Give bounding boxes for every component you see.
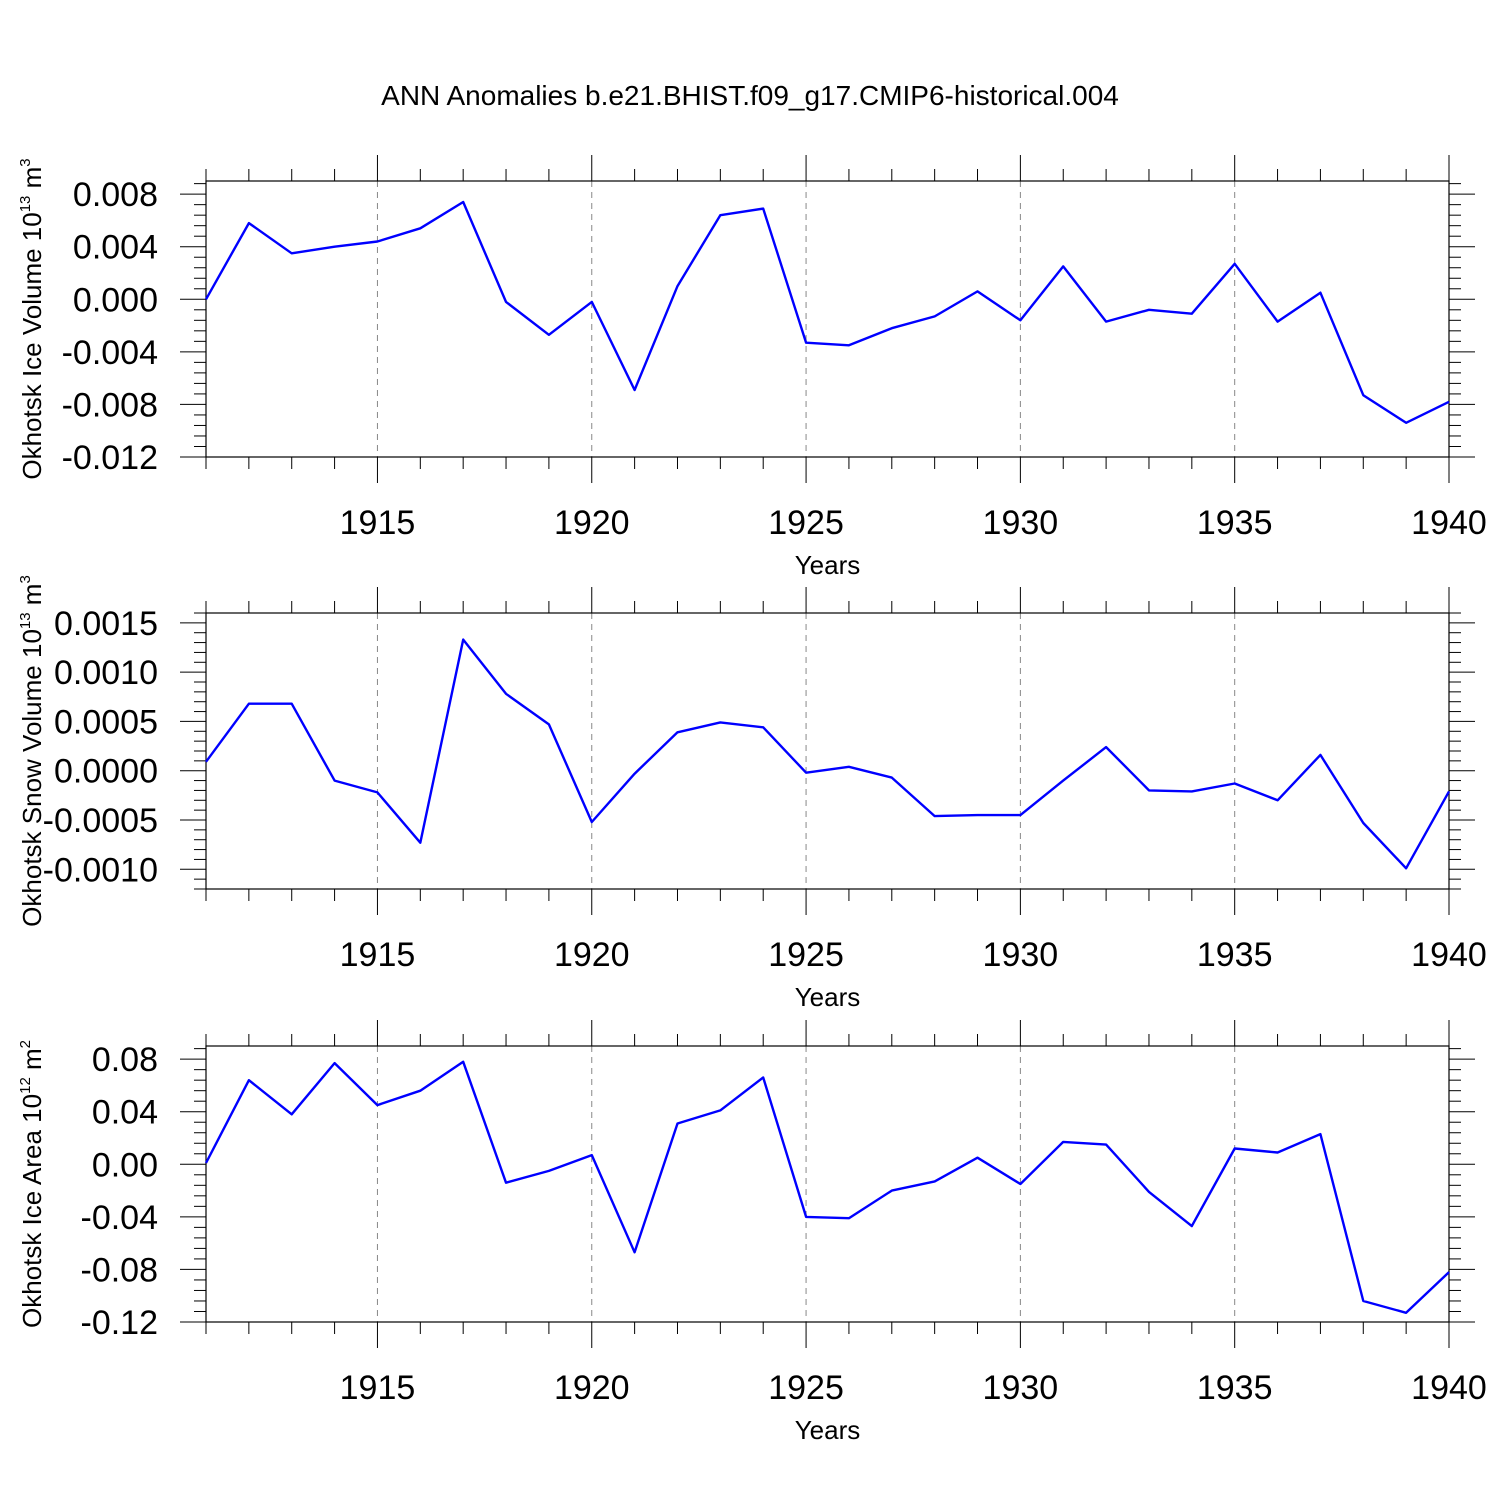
x-tick-label: 1925 [768, 1369, 844, 1407]
x-tick-label: 1920 [554, 504, 630, 542]
y-tick-label: 0.00 [92, 1146, 158, 1184]
y-tick-label: 0.004 [73, 229, 158, 267]
y-label-text: Okhotsk Ice Area 10 [17, 1094, 47, 1328]
series-line-1 [204, 1060, 1450, 1315]
y-label-text: m [17, 167, 47, 196]
y-axis-label: Okhotsk Ice Volume 1013 m3 [17, 158, 47, 479]
y-tick-label: -0.0005 [43, 802, 158, 840]
y-label-superscript: 2 [17, 1040, 34, 1048]
y-axis-label: Okhotsk Ice Area 1012 m2 [17, 1040, 47, 1328]
y-tick-label: -0.12 [81, 1304, 159, 1342]
plot-frame [205, 180, 1450, 458]
y-label-superscript: 3 [17, 158, 34, 166]
y-tick-label: 0.08 [92, 1041, 158, 1079]
chart-panel-2: 0.0015 0.0010 0.0005 0.0000 -0.0005 -0.0010 19… [17, 575, 1487, 1012]
x-tick-label: 1915 [340, 936, 416, 974]
x-tick-label: 1940 [1411, 504, 1487, 542]
y-tick-label: 0.0005 [54, 703, 158, 741]
x-tick-label: 1920 [554, 936, 630, 974]
y-tick-label: 0.0010 [54, 654, 158, 692]
y-tick-label: 0.0015 [54, 605, 158, 643]
x-tick-label: 1930 [983, 1369, 1059, 1407]
y-tick-label: 0.04 [92, 1094, 158, 1132]
figure-title: ANN Anomalies b.e21.BHIST.f09_g17.CMIP6-… [381, 80, 1119, 111]
y-label-text: m [17, 1048, 47, 1077]
panels: 0.008 0.004 0.000 -0.004 -0.008 -0.012 1915 192… [17, 155, 1487, 1445]
chart-panel-1: 0.008 0.004 0.000 -0.004 -0.008 -0.012 1915 192… [17, 155, 1487, 580]
x-tick-label: 1930 [983, 936, 1059, 974]
y-label-superscript: 13 [17, 196, 34, 213]
x-tick-label: 1915 [340, 1369, 416, 1407]
x-tick-label: 1935 [1197, 936, 1273, 974]
y-label-superscript: 13 [17, 612, 34, 629]
y-tick-label: -0.008 [62, 386, 158, 424]
y-label-text: m [17, 584, 47, 613]
y-tick-label: 0.0000 [54, 753, 158, 791]
y-tick-label: 0.000 [73, 281, 158, 319]
y-tick-label: 0.008 [73, 176, 158, 214]
y-tick-label: -0.08 [81, 1251, 159, 1289]
x-tick-label: 1935 [1197, 1369, 1273, 1407]
x-tick-label: 1940 [1411, 1369, 1487, 1407]
x-tick-label: 1925 [768, 936, 844, 974]
y-label-text: Okhotsk Snow Volume 10 [17, 629, 47, 927]
y-label-text: Okhotsk Ice Volume 10 [17, 212, 47, 479]
x-tick-label: 1940 [1411, 936, 1487, 974]
y-tick-label: -0.04 [81, 1199, 159, 1237]
plot-frame [205, 612, 1450, 890]
x-tick-label: 1935 [1197, 504, 1273, 542]
x-tick-label: 1920 [554, 1369, 630, 1407]
x-axis-label: Years [795, 1415, 861, 1445]
x-axis-label: Years [795, 550, 861, 580]
y-tick-label: -0.012 [62, 439, 158, 477]
y-label-superscript: 3 [17, 575, 34, 583]
x-tick-label: 1930 [983, 504, 1059, 542]
x-axis-label: Years [795, 982, 861, 1012]
chart-panel-3: 0.08 0.04 0.00 -0.04 -0.08 -0.12 1915 1920 1925 1… [17, 1020, 1487, 1445]
series-line-1 [204, 200, 1450, 424]
x-tick-label: 1915 [340, 504, 416, 542]
x-tick-label: 1925 [768, 504, 844, 542]
y-label-superscript: 12 [17, 1077, 34, 1094]
y-tick-label: -0.0010 [43, 851, 158, 889]
y-tick-label: -0.004 [62, 334, 158, 372]
plot-frame [205, 1045, 1450, 1323]
series-line-1 [205, 638, 1451, 870]
y-axis-label: Okhotsk Snow Volume 1013 m3 [17, 575, 47, 927]
